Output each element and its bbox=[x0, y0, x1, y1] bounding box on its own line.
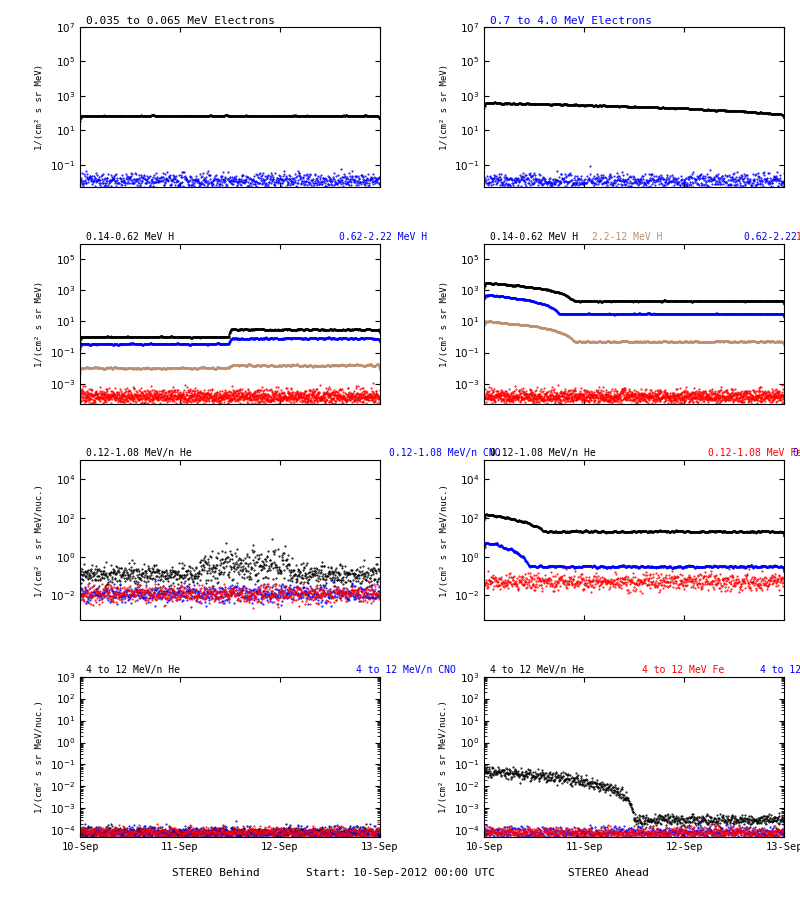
Text: 13-100 MeV H: 13-100 MeV H bbox=[796, 232, 800, 242]
Y-axis label: 1/(cm² s sr MeV/nuc.): 1/(cm² s sr MeV/nuc.) bbox=[35, 484, 44, 597]
Text: 0.14-0.62 MeV H: 0.14-0.62 MeV H bbox=[490, 232, 578, 242]
Y-axis label: 1/(cm² s sr MeV/nuc.): 1/(cm² s sr MeV/nuc.) bbox=[440, 484, 449, 597]
Text: STEREO Behind: STEREO Behind bbox=[172, 868, 260, 878]
Y-axis label: 1/(cm² s sr MeV): 1/(cm² s sr MeV) bbox=[440, 64, 449, 150]
Text: 4 to 12 MeV/n CNO: 4 to 12 MeV/n CNO bbox=[760, 665, 800, 675]
Y-axis label: 1/(cm² s sr MeV): 1/(cm² s sr MeV) bbox=[35, 64, 44, 150]
Y-axis label: 1/(cm² s sr MeV/nuc.): 1/(cm² s sr MeV/nuc.) bbox=[35, 700, 44, 814]
Text: STEREO Ahead: STEREO Ahead bbox=[567, 868, 649, 878]
Text: 0.12-1.08 MeV/n He: 0.12-1.08 MeV/n He bbox=[86, 448, 192, 458]
Y-axis label: 1/(cm² s sr MeV/nuc.): 1/(cm² s sr MeV/nuc.) bbox=[439, 700, 449, 814]
Text: 0.12-1.08 MeV/n CNO: 0.12-1.08 MeV/n CNO bbox=[389, 448, 500, 458]
Text: 4 to 12 MeV Fe: 4 to 12 MeV Fe bbox=[642, 665, 724, 675]
Y-axis label: 1/(cm² s sr MeV): 1/(cm² s sr MeV) bbox=[439, 281, 449, 366]
Text: 0.035 to 0.065 MeV Electrons: 0.035 to 0.065 MeV Electrons bbox=[86, 16, 275, 26]
Text: 4 to 12 MeV/n CNO: 4 to 12 MeV/n CNO bbox=[356, 665, 455, 675]
Text: Start: 10-Sep-2012 00:00 UTC: Start: 10-Sep-2012 00:00 UTC bbox=[306, 868, 494, 878]
Text: 0.14-0.62 MeV H: 0.14-0.62 MeV H bbox=[86, 232, 174, 242]
Text: 4 to 12 MeV/n He: 4 to 12 MeV/n He bbox=[86, 665, 180, 675]
Y-axis label: 1/(cm² s sr MeV): 1/(cm² s sr MeV) bbox=[35, 281, 44, 366]
Text: 4 to 12 MeV/n He: 4 to 12 MeV/n He bbox=[490, 665, 585, 675]
Text: 0.12-1.08 MeV Fe: 0.12-1.08 MeV Fe bbox=[708, 448, 800, 458]
Text: 2.2-12 MeV H: 2.2-12 MeV H bbox=[592, 232, 662, 242]
Text: 0.7 to 4.0 MeV Electrons: 0.7 to 4.0 MeV Electrons bbox=[490, 16, 653, 26]
Text: 0.62-2.22 MeV H: 0.62-2.22 MeV H bbox=[743, 232, 800, 242]
Text: 0.62-2.22 MeV H: 0.62-2.22 MeV H bbox=[339, 232, 427, 242]
Text: 0.12-1.08 MeV/n CNO: 0.12-1.08 MeV/n CNO bbox=[793, 448, 800, 458]
Text: 0.12-1.08 MeV/n He: 0.12-1.08 MeV/n He bbox=[490, 448, 596, 458]
